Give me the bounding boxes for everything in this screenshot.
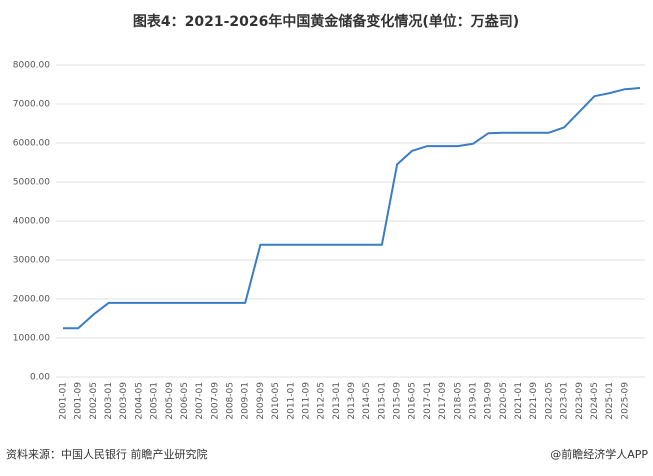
- x-tick-label: 2013-09: [347, 382, 357, 420]
- x-tick-label: 2003-09: [119, 382, 129, 420]
- x-tick-label: 2011-01: [286, 382, 296, 420]
- y-tick-label: 1000.00: [13, 334, 50, 344]
- x-tick-label: 2025-09: [620, 382, 630, 420]
- x-tick-label: 2012-05: [317, 382, 327, 420]
- x-tick-label: 2017-01: [423, 382, 433, 420]
- x-tick-label: 2024-05: [590, 382, 600, 420]
- line-series: [63, 87, 641, 330]
- x-tick-label: 2008-05: [226, 382, 236, 420]
- y-tick-label: 8000.00: [13, 61, 50, 71]
- y-tick-label: 0.00: [30, 373, 50, 383]
- x-tick-label: 2001-09: [74, 382, 84, 420]
- x-tick-label: 2005-01: [150, 382, 160, 420]
- x-tick-label: 2015-09: [393, 382, 403, 420]
- x-tick-label: 2019-09: [484, 382, 494, 420]
- y-tick-label: 7000.00: [13, 100, 50, 110]
- x-tick-label: 2020-05: [499, 382, 509, 420]
- x-tick-label: 2004-05: [134, 382, 144, 420]
- y-tick-label: 4000.00: [13, 217, 50, 227]
- x-tick-label: 2001-01: [59, 382, 69, 420]
- x-tick-label: 2002-05: [89, 382, 99, 420]
- x-tick-label: 2016-05: [408, 382, 418, 420]
- x-tick-label: 2005-09: [165, 382, 175, 420]
- x-tick-label: 2015-01: [377, 382, 387, 420]
- x-tick-label: 2003-01: [104, 382, 114, 420]
- chart-title: 图表4：2021-2026年中国黄金储备变化情况(单位：万盎司): [133, 13, 519, 30]
- y-tick-label: 5000.00: [13, 178, 50, 188]
- x-tick-label: 2023-09: [575, 382, 585, 420]
- x-tick-label: 2009-01: [241, 382, 251, 420]
- credit: @前瞻经济学人APP: [550, 447, 648, 461]
- x-tick-label: 2022-05: [544, 382, 554, 420]
- x-tick-label: 2023-01: [560, 382, 570, 420]
- x-tick-label: 2014-05: [362, 382, 372, 420]
- x-tick-label: 2010-05: [271, 382, 281, 420]
- x-tick-label: 2017-09: [438, 382, 448, 420]
- x-tick-label: 2025-01: [605, 382, 615, 420]
- x-tick-label: 2018-05: [453, 382, 463, 420]
- x-tick-label: 2007-01: [195, 382, 205, 420]
- source: 资料来源：中国人民银行 前瞻产业研究院: [6, 447, 208, 461]
- x-tick-label: 2007-09: [210, 382, 220, 420]
- x-tick-label: 2011-09: [301, 382, 311, 420]
- x-tick-label: 2021-09: [529, 382, 539, 420]
- x-tick-label: 2021-01: [514, 382, 524, 420]
- y-tick-label: 3000.00: [13, 256, 50, 266]
- x-tick-label: 2013-01: [332, 382, 342, 420]
- x-tick-label: 2019-01: [468, 382, 478, 420]
- y-tick-label: 6000.00: [13, 139, 50, 149]
- x-tick-label: 2009-09: [256, 382, 266, 420]
- x-tick-label: 2006-05: [180, 382, 190, 420]
- y-tick-label: 2000.00: [13, 295, 50, 305]
